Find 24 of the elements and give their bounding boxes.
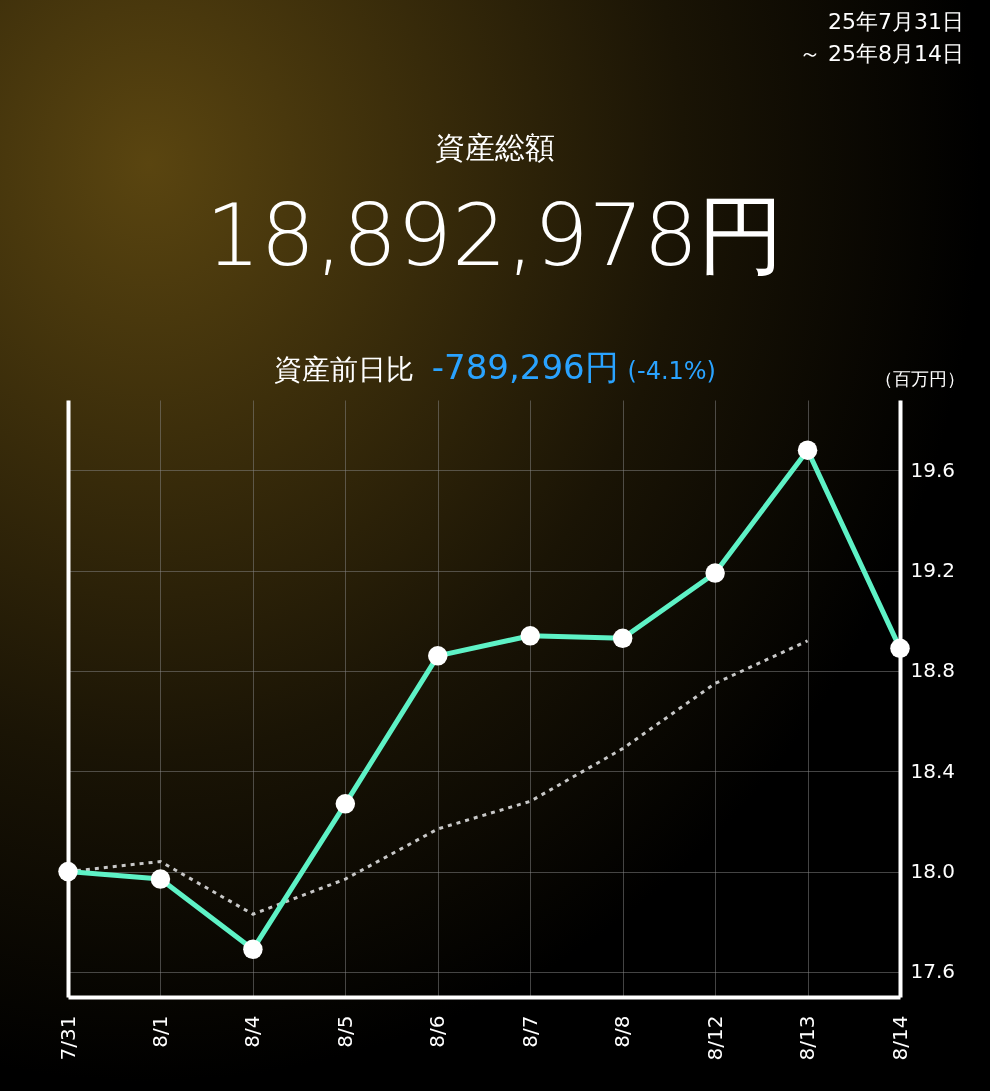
- y-tick-label: 18.4: [910, 758, 956, 783]
- y-axis-title: （百万円）: [875, 368, 965, 389]
- x-tick-label: 8/8: [610, 1015, 635, 1048]
- text: 25年7月31日: [828, 9, 964, 34]
- y-tick-label: 17.6: [910, 959, 956, 984]
- x-tick-label: 8/6: [425, 1015, 450, 1048]
- y-tick-label: 19.6: [910, 457, 956, 482]
- text: 資産前日比: [274, 353, 415, 386]
- x-tick-label: 7/31: [55, 1015, 80, 1061]
- x-tick-label: 8/4: [240, 1015, 265, 1048]
- chart-title: 資産総額: [434, 129, 556, 167]
- x-tick-label: 8/7: [517, 1015, 542, 1048]
- x-tick-label: 8/14: [887, 1015, 912, 1061]
- y-tick-label: 18.0: [910, 859, 956, 884]
- chart-subtitle: 18,892,978円: [204, 184, 786, 287]
- text: ～ 25年8月14日: [799, 41, 964, 66]
- text: -789,296円: [431, 347, 619, 387]
- text: (-4.1%): [627, 357, 716, 385]
- y-tick-label: 19.2: [910, 558, 956, 583]
- x-tick-label: 8/5: [332, 1015, 357, 1048]
- y-tick-label: 18.8: [910, 658, 956, 683]
- x-tick-label: 8/12: [702, 1015, 727, 1061]
- x-tick-label: 8/13: [795, 1015, 820, 1061]
- x-tick-label: 8/1: [147, 1015, 172, 1048]
